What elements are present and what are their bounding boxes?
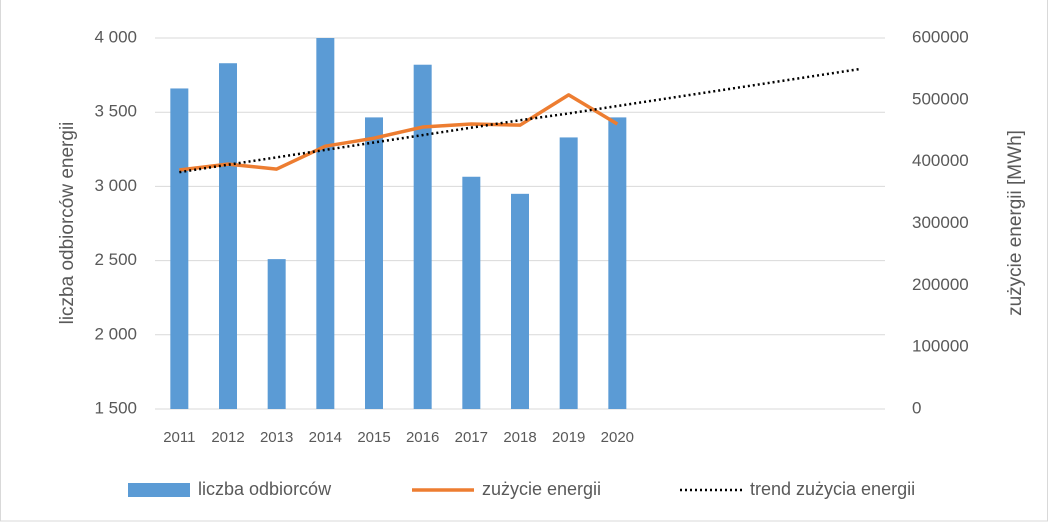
y-axis-title: liczba odbiorców energii xyxy=(57,122,78,325)
y2-tick-label: 400000 xyxy=(912,151,969,170)
y-tick-label: 3 000 xyxy=(94,176,137,195)
bar xyxy=(267,259,286,409)
x-tick-label: 2016 xyxy=(406,429,439,446)
x-tick-label: 2018 xyxy=(503,429,536,446)
y2-tick-label: 600000 xyxy=(912,27,969,46)
line xyxy=(179,93,619,172)
bar xyxy=(511,193,529,409)
bar xyxy=(608,117,627,410)
y2-tick-label: 500000 xyxy=(912,89,969,108)
y2-tick-label: 0 xyxy=(912,398,921,417)
x-tick-label: 2013 xyxy=(260,429,293,446)
legend-label: liczba odbiorców xyxy=(198,479,332,499)
bar xyxy=(462,176,481,409)
legend-label: trend zużycia energii xyxy=(750,479,915,499)
x-tick-label: 2020 xyxy=(601,429,634,446)
y2-tick-label: 100000 xyxy=(912,337,969,356)
x-tick-label: 2011 xyxy=(163,429,195,446)
y2-tick-label: 300000 xyxy=(912,213,969,232)
y-tick-label: 4 000 xyxy=(94,27,137,46)
legend-label: zużycie energii xyxy=(482,479,601,499)
y-tick-label: 1 500 xyxy=(94,398,137,417)
legend-swatch xyxy=(128,483,190,497)
bar xyxy=(559,137,578,410)
bar xyxy=(316,38,335,409)
x-tick-label: 2012 xyxy=(211,429,244,446)
y-tick-label: 2 500 xyxy=(94,250,137,269)
bar xyxy=(170,88,189,410)
y-tick-label: 2 000 xyxy=(94,324,137,343)
y2-tick-label: 200000 xyxy=(912,275,969,294)
x-tick-label: 2014 xyxy=(309,429,342,446)
x-tick-label: 2019 xyxy=(552,429,585,446)
bar xyxy=(365,117,383,410)
y2-axis-title: zużycie energii [MWh] xyxy=(1005,130,1026,316)
bar xyxy=(219,63,237,410)
x-tick-label: 2017 xyxy=(455,429,488,446)
y-tick-label: 3 500 xyxy=(94,102,137,121)
bar xyxy=(413,64,432,409)
x-tick-label: 2015 xyxy=(357,429,390,446)
